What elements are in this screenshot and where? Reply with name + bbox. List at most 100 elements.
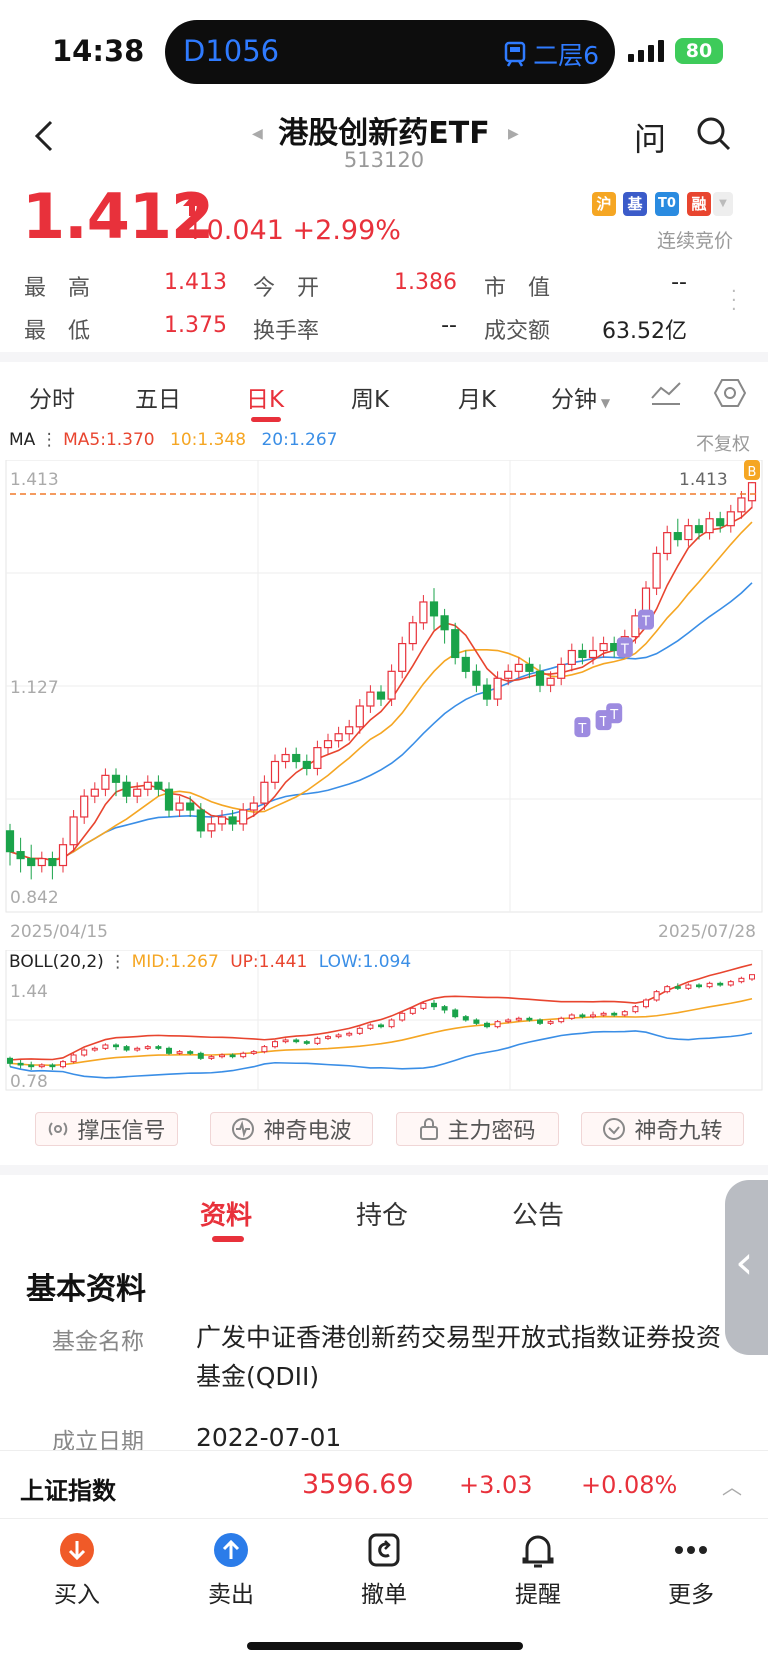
index-ticker-bar[interactable]: 上证指数 3596.69 +3.03 +0.08% ︿	[0, 1450, 768, 1518]
candle-body	[567, 649, 576, 665]
more-button[interactable]: 更多	[641, 1519, 741, 1609]
candle-body	[302, 760, 311, 770]
tab-minute[interactable]: 分钟 ▼	[551, 380, 610, 414]
boll-candle-body	[102, 1044, 109, 1049]
candle-body	[228, 816, 237, 825]
boll-candle-body	[346, 1032, 353, 1036]
main-force-code-button[interactable]: 主力密码	[396, 1112, 559, 1146]
more-vertical-icon[interactable]: · · ·	[731, 281, 737, 320]
tab-monthly-k[interactable]: 月K	[458, 387, 497, 413]
basic-info-title: 基本资料	[26, 1272, 146, 1307]
y-label-top: 1.413	[10, 470, 59, 490]
candle-body	[58, 844, 68, 867]
settings-hexagon-icon[interactable]	[714, 378, 746, 408]
candle-body	[726, 511, 735, 527]
sell-button[interactable]: 卖出	[181, 1519, 281, 1609]
turnover-value: --	[441, 313, 457, 338]
tab-five-day[interactable]: 五日	[135, 387, 181, 413]
candle-body	[535, 670, 545, 686]
dynamic-island[interactable]: D1056 二层6	[165, 20, 615, 84]
candle-body	[684, 525, 693, 541]
tag-margin[interactable]: 融	[687, 192, 711, 216]
cancel-order-icon	[368, 1533, 400, 1567]
index-name: 上证指数	[20, 1477, 116, 1505]
boll-chart[interactable]	[0, 950, 768, 1092]
boll-candle-body	[431, 1002, 437, 1008]
tab-weekly-k[interactable]: 周K	[351, 387, 390, 413]
candle-body	[5, 830, 15, 853]
candle-body	[334, 733, 343, 742]
boll-candle-body	[685, 984, 692, 989]
fund-name-label: 基金名称	[52, 1329, 144, 1355]
tab-daily-k[interactable]: 日K	[246, 387, 285, 413]
candle-body	[355, 705, 364, 728]
main-force-code-label: 主力密码	[447, 1119, 536, 1144]
boll-candle-body	[70, 1054, 77, 1063]
signal-marker[interactable]: T	[638, 609, 654, 630]
boll-candle-body	[621, 1011, 628, 1016]
support-resistance-label: 撑压信号	[77, 1119, 166, 1144]
boll-candle-body	[505, 1019, 512, 1023]
signal-marker[interactable]: T	[606, 703, 623, 724]
magic-nine-button[interactable]: 神奇九转	[581, 1112, 744, 1146]
tag-t0[interactable]: T0	[655, 192, 679, 216]
back-chevron-icon[interactable]	[34, 118, 54, 162]
island-carriage-label: 二层6	[533, 41, 599, 70]
tab-profile[interactable]: 资料	[200, 1201, 253, 1231]
section-divider	[0, 352, 768, 362]
signal-marker[interactable]: B	[744, 460, 760, 480]
change-value: +0.041	[184, 215, 284, 246]
candle-body	[90, 788, 99, 797]
tag-fund[interactable]: 基	[623, 192, 647, 216]
next-stock-icon[interactable]: ▶	[508, 126, 519, 142]
tags-dropdown-icon[interactable]: ▼	[713, 192, 733, 216]
boll-low: LOW:1.094	[318, 952, 412, 972]
sell-up-arrow-icon	[214, 1533, 248, 1567]
boll-candle-body	[356, 1027, 363, 1034]
cancel-order-button[interactable]: 撤单	[334, 1519, 434, 1609]
boll-candle-body	[17, 1062, 24, 1066]
ask-button[interactable]: 问	[634, 120, 667, 158]
x-label-end: 2025/07/28	[658, 922, 756, 942]
side-drawer-handle[interactable]: ‹	[725, 1180, 768, 1355]
indicator-chart-icon[interactable]	[651, 380, 681, 406]
search-icon[interactable]	[696, 116, 732, 152]
candle-body	[472, 670, 481, 686]
tab-announcements[interactable]: 公告	[512, 1201, 565, 1231]
tag-sh[interactable]: 沪	[592, 192, 616, 216]
boll-candle-body	[240, 1052, 247, 1058]
more-label: 更多	[668, 1582, 714, 1608]
boll-candle-body	[49, 1064, 56, 1068]
boll-candle-body	[388, 1019, 395, 1028]
tab-holdings[interactable]: 持仓	[356, 1201, 409, 1231]
buy-button[interactable]: 买入	[27, 1519, 127, 1609]
prev-stock-icon[interactable]: ◀	[252, 126, 263, 142]
magic-wave-button[interactable]: 神奇电波	[210, 1112, 373, 1146]
candle-body	[366, 691, 375, 707]
candle-body	[408, 622, 417, 645]
boll-y-top: 1.44	[10, 982, 48, 1002]
candle-body	[419, 601, 428, 624]
boll-candle-body	[749, 974, 755, 980]
adjust-label[interactable]: 不复权	[696, 434, 750, 455]
candle-body	[16, 851, 25, 860]
chevron-up-icon[interactable]: ︿	[722, 1475, 742, 1499]
signal-marker[interactable]: T	[574, 717, 591, 738]
boll-candle-body	[7, 1057, 13, 1064]
alert-button[interactable]: 提醒	[488, 1519, 588, 1609]
tab-intraday[interactable]: 分时	[29, 387, 75, 413]
svg-text:B: B	[748, 465, 757, 480]
boll-candle-body	[293, 1039, 300, 1043]
boll-candle-body	[547, 1021, 554, 1024]
boll-mid-line	[9, 997, 753, 1067]
boll-candle-body	[409, 1007, 416, 1014]
signal-marker[interactable]: T	[616, 637, 633, 658]
boll-low-line	[9, 1030, 753, 1079]
candle-body	[493, 677, 502, 700]
up-arrow-icon	[183, 196, 201, 216]
support-resistance-button[interactable]: 撑压信号	[35, 1112, 178, 1146]
candle-body	[716, 518, 725, 527]
ma5-line	[9, 506, 753, 861]
pulse-icon	[232, 1118, 255, 1140]
